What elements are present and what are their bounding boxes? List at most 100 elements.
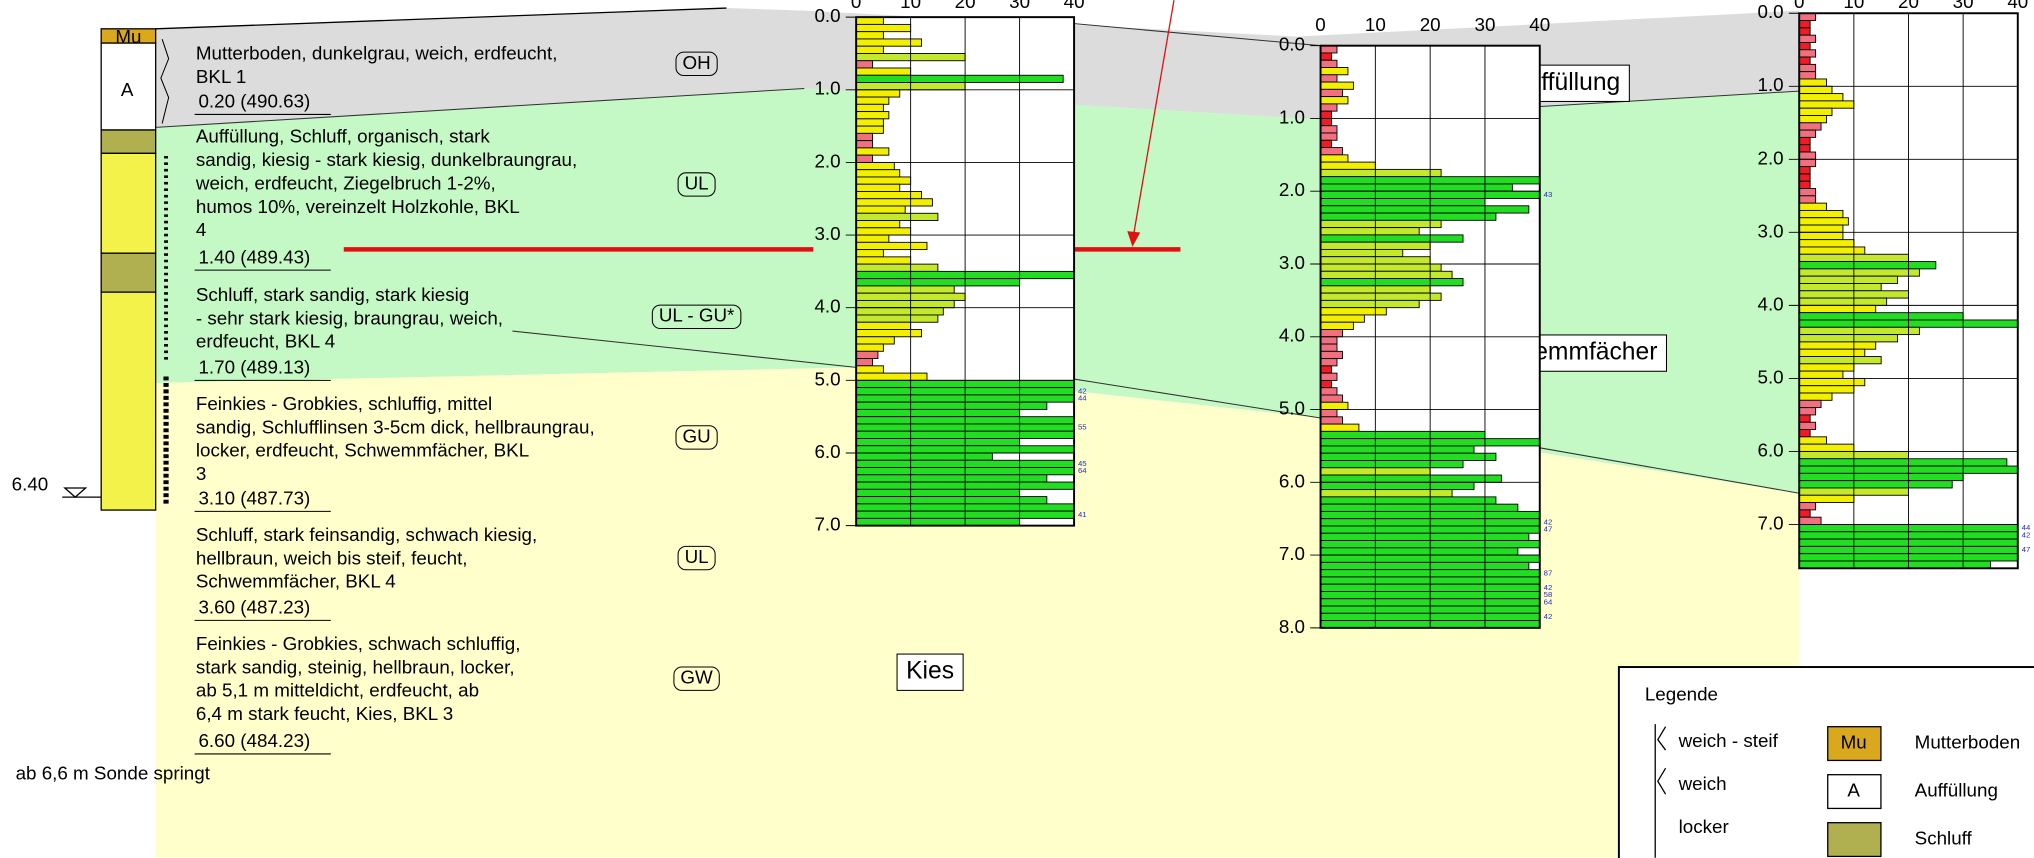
bar: [1799, 502, 1817, 511]
bar: [856, 111, 890, 120]
layer-text: Feinkies - Grobkies, schwach schluffig,: [196, 633, 521, 654]
bar: [1799, 399, 1822, 409]
bar: [1320, 394, 1343, 403]
bar: [1799, 180, 1811, 189]
over-label: 42: [1544, 612, 1553, 621]
bar: [1799, 268, 1920, 277]
bar: [856, 125, 884, 134]
x-tick-label: 30: [1953, 0, 1974, 12]
x-tick-label: 30: [1009, 0, 1030, 12]
log-symbol: Mu: [115, 26, 141, 47]
x-tick-label: 20: [1898, 0, 1919, 12]
soil-log: [62, 7, 727, 511]
bar: [1799, 421, 1817, 430]
y-tick-label: 3.0: [1758, 220, 1784, 241]
bar: [1799, 480, 1953, 489]
legend-swatch: [1827, 774, 1882, 810]
code-box: [673, 666, 720, 691]
legend-label: Mutterboden: [1915, 732, 2021, 753]
bar: [1320, 358, 1338, 367]
bar: [1799, 27, 1811, 36]
layer-text: 3: [196, 463, 206, 484]
bar: [1799, 188, 1817, 197]
bar: [1320, 503, 1519, 512]
bar: [856, 256, 912, 265]
bar: [1320, 88, 1343, 98]
x-tick-label: 40: [1064, 0, 1085, 12]
layer-depth: 1.70 (489.13): [198, 357, 310, 378]
bar: [856, 212, 939, 221]
legend-symbol: Mu: [1841, 732, 1867, 753]
bar: [856, 154, 873, 163]
bar: [856, 408, 1021, 418]
bar: [856, 401, 1048, 410]
bar: [1320, 154, 1349, 163]
bar: [856, 285, 955, 294]
layer-text: humos 10%, vereinzelt Holzkohle, BKL: [196, 196, 520, 217]
over-label: 42: [2022, 530, 2031, 539]
bar: [1320, 460, 1464, 469]
bar: [1799, 348, 1866, 357]
y-tick-label: 0.0: [1758, 1, 1784, 22]
bar: [1799, 151, 1817, 160]
bar: [1320, 379, 1332, 389]
bar: [1320, 561, 1530, 571]
bar: [1799, 34, 1817, 43]
bar: [856, 358, 873, 367]
bar: [1799, 275, 1899, 284]
bar: [1320, 583, 1540, 592]
bar: [856, 394, 1075, 403]
legend-item: weich: [1678, 773, 1727, 794]
bar: [1320, 248, 1404, 258]
bar: [856, 161, 895, 171]
bar: [1799, 370, 1844, 379]
y-tick-label: 5.0: [814, 368, 840, 389]
bar: [1799, 49, 1817, 58]
bar: [1799, 312, 1964, 321]
layer-text: Schluff, stark feinsandig, schwach kiesi…: [196, 524, 537, 545]
note: ab 6,6 m Sonde springt: [16, 763, 211, 784]
y-tick-label: 3.0: [814, 223, 840, 244]
bar: [1320, 125, 1338, 134]
x-tick-label: 30: [1475, 14, 1496, 35]
bar: [1320, 45, 1338, 54]
layer-text: hellbraun, weich bis steif, feucht,: [196, 547, 468, 568]
code-box: [675, 425, 718, 450]
y-tick-label: 7.0: [1279, 543, 1305, 564]
over-label: 41: [1078, 510, 1087, 519]
code-box: [675, 51, 718, 77]
boundary: [155, 87, 805, 128]
bar: [1799, 304, 1877, 314]
x-tick-label: 40: [2007, 0, 2028, 12]
layer-text: - sehr stark kiesig, braungrau, weich,: [196, 307, 503, 328]
bar: [856, 74, 1064, 83]
bar: [1320, 227, 1420, 236]
legend-title: Legende: [1645, 684, 1718, 705]
over-label: 87: [1544, 568, 1553, 577]
bar: [1320, 372, 1338, 381]
bar: [1799, 158, 1817, 168]
bar: [856, 336, 895, 345]
y-tick-label: 2.0: [814, 150, 840, 171]
bar: [1320, 336, 1338, 345]
x-tick-label: 10: [1843, 0, 1864, 12]
bar: [1799, 531, 2018, 540]
y-tick-label: 1.0: [814, 78, 840, 99]
bar: [1320, 270, 1453, 280]
bar: [856, 227, 912, 236]
y-tick-label: 2.0: [1758, 147, 1784, 168]
bar: [1320, 190, 1540, 199]
x-tick-label: 0: [851, 0, 861, 12]
layer-text: Mutterboden, dunkelgrau, weich, erdfeuch…: [196, 43, 558, 64]
bar: [856, 118, 884, 127]
bar: [856, 488, 1021, 498]
bar: [1799, 202, 1827, 211]
y-tick-label: 4.0: [1279, 325, 1305, 346]
bar: [1799, 93, 1844, 102]
y-tick-label: 6.0: [1279, 470, 1305, 491]
layer-code: GW: [680, 667, 713, 688]
code-box: [677, 545, 716, 571]
bar: [856, 496, 1048, 505]
